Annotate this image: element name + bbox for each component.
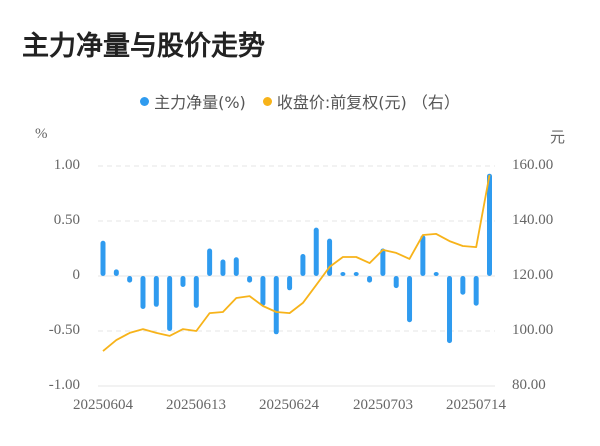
bar-net-volume[interactable] — [380, 248, 386, 277]
bar-net-volume[interactable] — [167, 276, 173, 331]
bar-net-volume[interactable] — [487, 173, 492, 276]
bar-net-volume[interactable] — [353, 272, 359, 276]
legend-dot-blue-icon — [140, 96, 150, 106]
bar-net-volume[interactable] — [407, 276, 413, 323]
right-tick: 160.00 — [512, 157, 554, 173]
legend-label: 收盘价:前复权(元) （右） — [276, 93, 460, 112]
bar-net-volume[interactable] — [313, 227, 319, 276]
x-tick: 20250703 — [353, 397, 413, 413]
bar-net-volume[interactable] — [247, 276, 253, 283]
bar-net-volume[interactable] — [260, 276, 266, 306]
bar-net-volume[interactable] — [393, 276, 399, 289]
right-tick: 80.00 — [512, 377, 546, 393]
left-tick: 0.50 — [53, 212, 80, 228]
x-tick: 20250624 — [259, 397, 319, 413]
x-tick: 20250714 — [446, 397, 506, 413]
right-axis-unit: 元 — [550, 130, 566, 146]
left-axis-unit: % — [35, 126, 48, 142]
bar-net-volume[interactable] — [287, 276, 293, 291]
bar-net-volume[interactable] — [193, 276, 199, 308]
legend-dot-orange-icon — [262, 96, 272, 106]
chart-title: 主力净量与股价走势 — [22, 31, 265, 62]
bar-net-volume[interactable] — [300, 254, 306, 276]
right-tick: 120.00 — [512, 267, 554, 283]
bar-net-volume[interactable] — [153, 276, 159, 307]
bar-net-volume[interactable] — [433, 272, 439, 276]
legend-label: 主力净量(%) — [154, 93, 246, 112]
x-tick: 20250613 — [166, 397, 226, 413]
bar-net-volume[interactable] — [140, 276, 146, 309]
line-close-price[interactable] — [102, 174, 491, 352]
right-tick: 100.00 — [512, 322, 554, 338]
left-tick: 0 — [72, 267, 81, 283]
legend: 主力净量(%) 收盘价:前复权(元) （右） — [0, 89, 600, 113]
left-tick: 1.00 — [53, 157, 80, 173]
bar-net-volume[interactable] — [340, 272, 346, 276]
bar-net-volume[interactable] — [447, 276, 453, 344]
bar-net-volume[interactable] — [233, 257, 239, 276]
legend-item-net-volume[interactable]: 主力净量(%) — [140, 89, 246, 113]
bar-net-volume[interactable] — [207, 248, 213, 277]
bar-net-volume[interactable] — [367, 276, 373, 283]
legend-item-close-price[interactable]: 收盘价:前复权(元) （右） — [262, 89, 460, 113]
bar-net-volume[interactable] — [420, 235, 426, 276]
bar-net-volume[interactable] — [100, 240, 106, 276]
bar-net-volume[interactable] — [273, 276, 279, 335]
bar-net-volume[interactable] — [127, 276, 133, 283]
right-tick: 140.00 — [512, 212, 554, 228]
left-tick: -0.50 — [48, 322, 80, 338]
bar-net-volume[interactable] — [220, 259, 226, 277]
bar-net-volume[interactable] — [460, 276, 466, 295]
x-tick: 20250604 — [73, 397, 133, 413]
bar-net-volume[interactable] — [180, 276, 186, 287]
bar-net-volume[interactable] — [473, 276, 479, 306]
bar-net-volume[interactable] — [113, 269, 119, 276]
left-tick: -1.00 — [48, 377, 80, 393]
